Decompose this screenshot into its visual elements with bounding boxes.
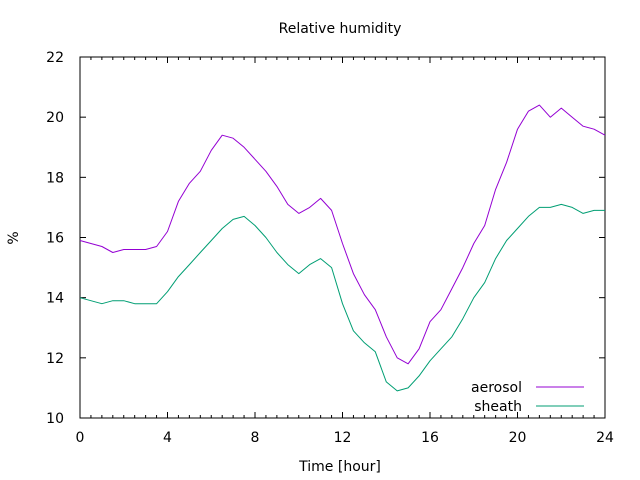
x-tick-label: 20	[509, 430, 527, 446]
y-tick-label: 22	[46, 50, 64, 66]
y-tick-label: 14	[46, 291, 64, 307]
x-axis-label: Time [hour]	[298, 459, 381, 475]
chart-title: Relative humidity	[279, 21, 402, 37]
x-tick-label: 0	[76, 430, 85, 446]
legend: aerosol sheath	[471, 380, 584, 415]
legend-label-sheath: sheath	[474, 399, 522, 415]
y-tick-label: 12	[46, 351, 64, 367]
series-line-sheath	[79, 203, 605, 392]
x-tick-label: 16	[421, 430, 439, 446]
plot-frame	[79, 56, 606, 419]
y-axis-label: %	[6, 231, 22, 244]
x-tick-label: 8	[251, 430, 260, 446]
series-lines	[79, 104, 606, 392]
x-axis: 0 4 8 12 16 20 24	[76, 57, 614, 446]
y-tick-label: 20	[46, 110, 64, 126]
x-tick-label: 24	[596, 430, 614, 446]
y-axis: 10 12 14 16 18 20 22	[46, 50, 605, 427]
x-tick-label: 4	[163, 430, 172, 446]
legend-label-aerosol: aerosol	[471, 380, 522, 396]
y-tick-label: 18	[46, 170, 64, 186]
series-line-aerosol	[79, 104, 606, 365]
y-tick-label: 10	[46, 411, 64, 427]
y-tick-label: 16	[46, 231, 64, 247]
x-tick-label: 12	[334, 430, 352, 446]
